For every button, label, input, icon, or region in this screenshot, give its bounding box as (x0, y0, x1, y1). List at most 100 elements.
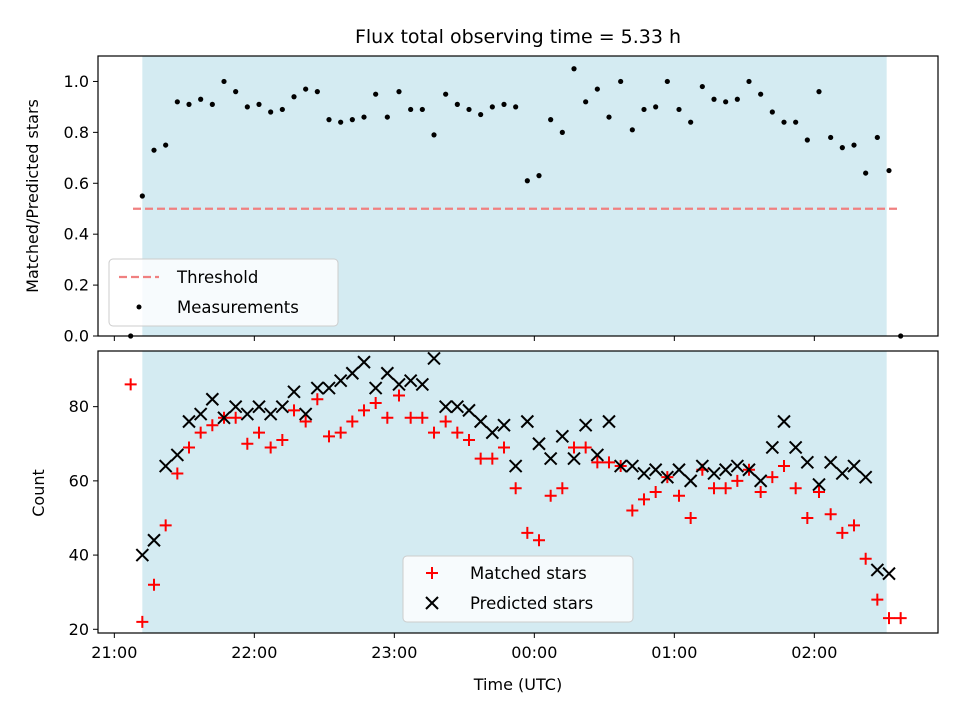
measurement-point (664, 78, 670, 85)
measurement-point (384, 114, 390, 120)
predicted-star-marker (648, 463, 663, 477)
measurement-point (863, 170, 869, 176)
matched-star-marker (183, 441, 195, 454)
bottom-x-tick-label: 23:00 (371, 643, 417, 662)
bottom-y-tick-label: 60 (69, 471, 89, 490)
measurement-point (209, 101, 215, 107)
matched-star-marker (673, 489, 685, 502)
measurement-point (874, 134, 880, 141)
top-legend: Threshold Measurements (108, 258, 339, 327)
predicted-star-marker (310, 381, 325, 395)
measurement-point (804, 137, 810, 143)
top-y-tick-label: 0.2 (64, 276, 89, 295)
predicted-star-marker (730, 459, 745, 473)
predicted-star-marker (217, 411, 231, 425)
predicted-star-marker (742, 463, 756, 477)
predicted-star-marker (788, 440, 803, 455)
matched-star-marker (766, 471, 779, 484)
matched-star-marker (848, 519, 860, 532)
measurement-point (431, 132, 437, 138)
top-legend-box (108, 258, 339, 327)
matched-star-marker (754, 486, 767, 498)
predicted-star-marker (718, 463, 733, 477)
predicted-star-marker (637, 466, 651, 481)
measurement-point (268, 109, 274, 115)
measurement-point (174, 99, 180, 105)
top-marks (128, 66, 904, 339)
predicted-star-marker (520, 414, 535, 429)
matched-star-marker (626, 504, 639, 517)
matched-star-marker (369, 396, 382, 409)
top-y-tick-label: 0.8 (64, 123, 89, 142)
matched-star-marker (136, 615, 149, 628)
matched-star-marker (579, 441, 592, 454)
predicted-star-marker (555, 429, 570, 444)
predicted-star-marker (882, 566, 896, 581)
predicted-star-marker (613, 459, 628, 473)
measurement-point (781, 119, 787, 125)
measurement-point (571, 66, 577, 72)
predicted-star-marker (835, 466, 850, 481)
predicted-star-marker (345, 366, 360, 380)
predicted-star-marker (870, 563, 885, 577)
predicted-star-marker (462, 403, 476, 418)
matched-star-marker (521, 526, 534, 539)
matched-star-marker (603, 456, 615, 469)
matched-star-marker (883, 612, 895, 625)
matched-star-marker (264, 441, 277, 454)
predicted-star-marker (368, 381, 383, 395)
predicted-star-marker (800, 455, 815, 470)
measurement-point (338, 119, 344, 125)
measurement-point (816, 89, 822, 95)
threshold-legend-label: Threshold (176, 268, 258, 287)
bottom-y-tick-label: 40 (69, 546, 89, 565)
predicted-star-marker (812, 477, 826, 492)
matched-star-marker (241, 437, 254, 450)
measurement-point (501, 101, 507, 107)
bottom-legend-box (402, 555, 634, 623)
measurement-point (326, 117, 332, 123)
predicted-star-marker (590, 448, 605, 462)
predicted-star-marker (695, 459, 710, 473)
predicted-star-marker (508, 459, 523, 473)
matched-star-marker (428, 426, 440, 439)
matched-star-marker (229, 411, 242, 424)
top-x-axis-ticks (113, 336, 815, 341)
matched-star-marker (288, 404, 300, 417)
predicted-star-marker (275, 399, 290, 414)
measurement-point (513, 104, 519, 110)
matched-star-marker (194, 426, 207, 439)
measurement-point (536, 173, 542, 179)
predicted-star-marker (415, 377, 430, 392)
measurement-point (606, 114, 612, 120)
measurement-point (734, 96, 740, 102)
bottom-y-axis-label: Count (29, 469, 48, 517)
predicted-star-marker (532, 437, 546, 451)
measurement-point (198, 96, 204, 102)
predicted-star-marker (357, 355, 371, 369)
predicted-star-marker (497, 418, 511, 432)
matched-star-marker (708, 482, 720, 495)
top-y-tick-label: 0.6 (64, 174, 89, 193)
predicted-stars-legend-swatch (425, 596, 439, 610)
predicted-star-marker (403, 373, 418, 388)
predicted-star-marker (485, 425, 500, 440)
bottom-x-axis-ticks: 21:00 22:00 23:00 00:00 01:00 02:00 (91, 633, 837, 662)
measurement-point (279, 106, 285, 113)
measurement-point (163, 142, 169, 148)
matched-star-marker (894, 612, 907, 625)
matched-star-marker (416, 411, 429, 424)
measurement-point (688, 119, 694, 125)
predicted-star-marker (228, 399, 243, 414)
measurement-point (139, 193, 145, 199)
predicted-star-marker (147, 533, 161, 547)
matched-star-marker (358, 404, 370, 417)
predicted-star-marker (252, 399, 266, 414)
matched-star-marker (813, 486, 825, 498)
measurement-point (419, 106, 425, 113)
matched-star-marker (498, 441, 510, 454)
measurement-point (769, 109, 775, 115)
matched-star-marker (859, 552, 872, 565)
predicted-star-marker (438, 399, 453, 414)
